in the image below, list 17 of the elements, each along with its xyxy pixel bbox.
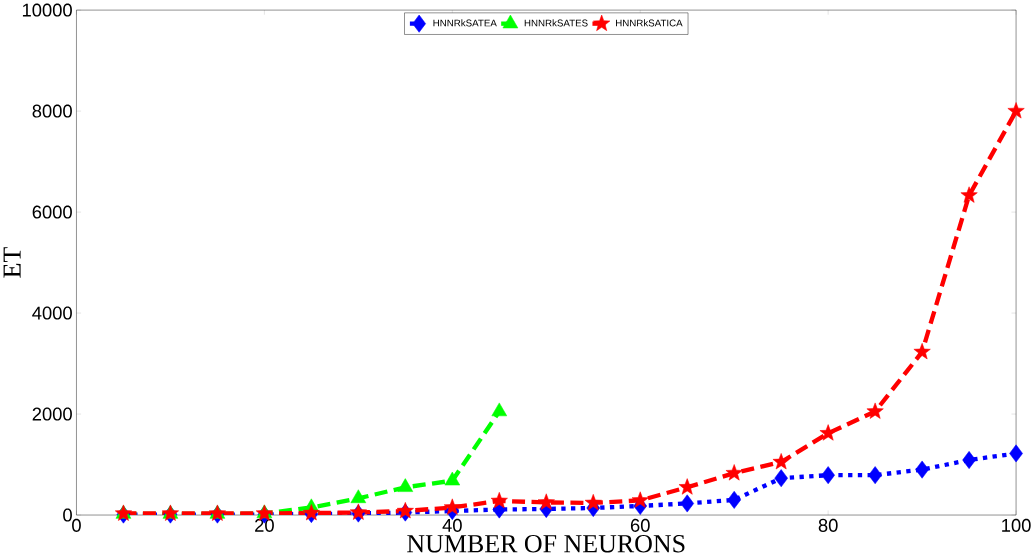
x-tick-label: 40 [442, 518, 462, 532]
legend-label: HNNRkSATEA [433, 19, 497, 27]
legend-label: HNNRkSATICA [616, 19, 683, 27]
y-tick-label: 0 [63, 508, 72, 522]
y-axis-title: ET [3, 247, 21, 278]
x-axis-title: NUMBER OF NEURONS [407, 534, 685, 553]
x-tick-label: 60 [630, 518, 650, 532]
x-tick-label: 100 [1002, 518, 1031, 532]
y-tick-label: 8000 [32, 104, 72, 118]
x-tick-label: 0 [72, 518, 81, 532]
y-tick-label: 10000 [22, 3, 72, 17]
y-tick-label: 4000 [32, 306, 72, 320]
y-tick-label: 2000 [32, 407, 72, 421]
y-tick-label: 6000 [32, 205, 72, 219]
x-tick-label: 20 [255, 518, 274, 532]
legend-label: HNNRkSATES [524, 19, 588, 27]
x-tick-label: 80 [818, 518, 838, 532]
